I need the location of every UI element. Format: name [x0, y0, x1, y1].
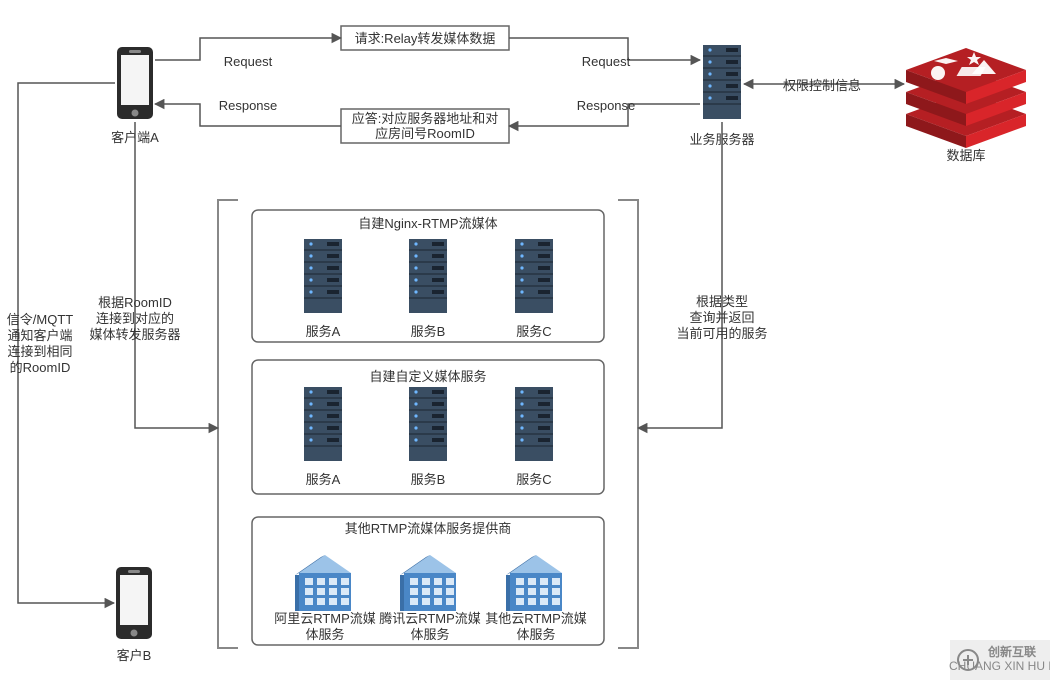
response-message-label-1: 应答:对应服务器地址和对	[352, 111, 499, 126]
svg-text:其他云RTMP流媒: 其他云RTMP流媒	[485, 611, 587, 626]
group2-item-1: 服务B	[409, 387, 447, 487]
svg-text:根据类型: 根据类型	[696, 294, 748, 309]
group3-item-2: 其他云RTMP流媒体服务	[485, 555, 587, 642]
watermark-brand: 创新互联	[987, 644, 1036, 659]
response-message-label-2: 应房间号RoomID	[375, 126, 475, 141]
group-nginx-rtmp: 自建Nginx-RTMP流媒体 服务A 服务B 服务C	[252, 210, 604, 342]
client-b-label: 客户B	[117, 648, 152, 663]
edge-a-to-req-label: Request	[224, 54, 273, 69]
group3-item-1: 腾讯云RTMP流媒体服务	[379, 555, 481, 642]
database: 数据库	[906, 48, 1026, 163]
svg-text:查询并返回: 查询并返回	[689, 310, 754, 325]
group-nginx-rtmp-title: 自建Nginx-RTMP流媒体	[358, 216, 497, 231]
svg-text:根据RoomID: 根据RoomID	[98, 295, 172, 310]
svg-text:服务B: 服务B	[411, 324, 446, 339]
group1-item-0: 服务A	[304, 239, 342, 339]
watermark: 创新互联 CHUANG XIN HU LIAN	[949, 640, 1050, 680]
svg-text:服务C: 服务C	[516, 324, 551, 339]
svg-text:通知客户端: 通知客户端	[7, 328, 72, 343]
group-other-rtmp-title: 其他RTMP流媒体服务提供商	[345, 521, 512, 536]
svg-text:体服务: 体服务	[305, 627, 344, 642]
edge-perm-label: 权限控制信息	[783, 78, 861, 93]
svg-text:媒体转发服务器: 媒体转发服务器	[89, 327, 180, 342]
right-bracket	[618, 200, 638, 648]
svg-text:腾讯云RTMP流媒: 腾讯云RTMP流媒	[379, 611, 481, 626]
group-custom-media: 自建自定义媒体服务 服务A 服务B 服务C	[252, 360, 604, 494]
svg-text:当前可用的服务: 当前可用的服务	[676, 326, 767, 341]
svg-text:服务C: 服务C	[516, 472, 551, 487]
svg-text:体服务: 体服务	[410, 627, 449, 642]
svg-text:的RoomID: 的RoomID	[10, 360, 71, 375]
watermark-sub: CHUANG XIN HU LIAN	[949, 659, 1050, 673]
svg-text:服务A: 服务A	[306, 472, 341, 487]
response-message-box: 应答:对应服务器地址和对 应房间号RoomID	[341, 109, 509, 143]
edge-roomid	[135, 122, 218, 428]
edge-mqtt	[18, 83, 115, 603]
edge-resp-to-a-label: Response	[219, 98, 278, 113]
group-other-rtmp: 其他RTMP流媒体服务提供商 阿里云RTMP流媒体服务 腾讯云RTMP流媒体服务…	[252, 517, 604, 645]
svg-text:体服务: 体服务	[516, 627, 555, 642]
request-message-box: 请求:Relay转发媒体数据	[341, 26, 509, 50]
request-message-label: 请求:Relay转发媒体数据	[355, 31, 496, 46]
svg-text:阿里云RTMP流媒: 阿里云RTMP流媒	[274, 611, 376, 626]
edge-biz-to-resp-label: Response	[577, 98, 636, 113]
svg-text:服务B: 服务B	[411, 472, 446, 487]
left-bracket	[218, 200, 238, 648]
group-custom-media-title: 自建自定义媒体服务	[369, 369, 486, 384]
svg-text:连接到相同: 连接到相同	[7, 344, 72, 359]
group1-item-1: 服务B	[409, 239, 447, 339]
edge-req-to-biz-label: Request	[582, 54, 631, 69]
group2-item-2: 服务C	[515, 387, 553, 487]
svg-text:服务A: 服务A	[306, 324, 341, 339]
group2-item-0: 服务A	[304, 387, 342, 487]
svg-text:信令/MQTT: 信令/MQTT	[7, 312, 73, 327]
client-b: 客户B	[116, 567, 152, 663]
group1-item-2: 服务C	[515, 239, 553, 339]
database-label: 数据库	[946, 148, 985, 163]
edge-query	[638, 122, 722, 428]
svg-text:连接到对应的: 连接到对应的	[96, 311, 174, 326]
group3-item-0: 阿里云RTMP流媒体服务	[274, 555, 376, 642]
